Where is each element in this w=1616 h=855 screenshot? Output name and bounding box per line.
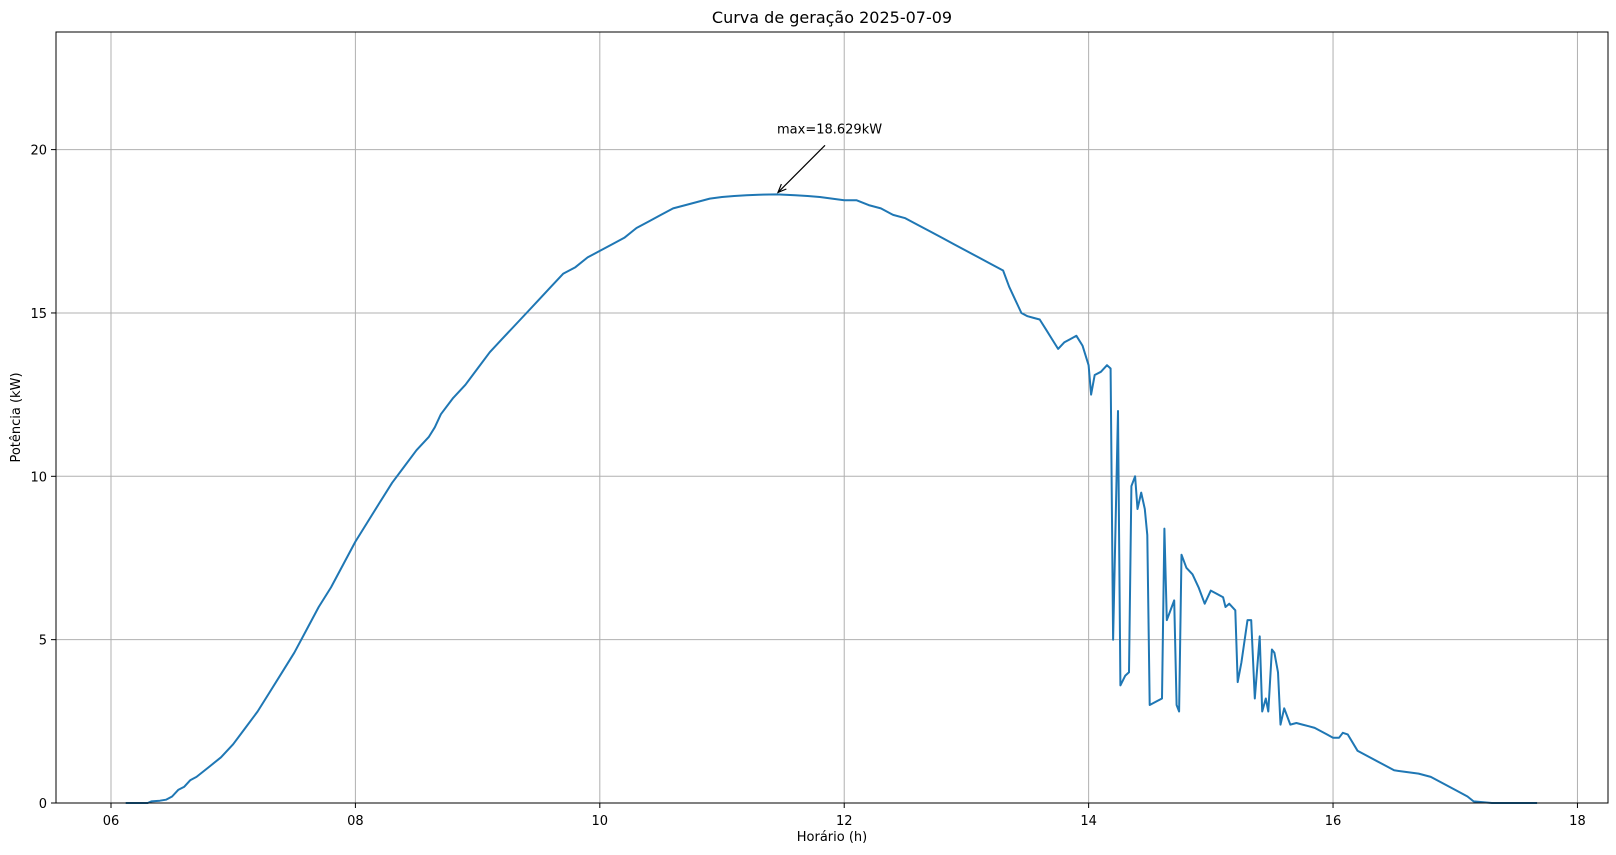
chart-title: Curva de geração 2025-07-09 — [712, 8, 952, 27]
y-axis-ticks: 0 5 10 15 20 — [30, 144, 56, 812]
max-annotation-arrowhead — [776, 183, 787, 194]
y-tick-label-4: 20 — [30, 144, 47, 159]
series-line-0 — [125, 193, 1538, 804]
max-annotation-arrow — [777, 144, 826, 193]
y-tick-label-1: 5 — [39, 634, 47, 649]
annotation-layer: max=18.629kW — [776, 122, 882, 194]
series-layer — [125, 193, 1538, 804]
x-tick-label-3: 12 — [836, 814, 853, 829]
x-tick-label-0: 06 — [103, 814, 120, 829]
x-tick-label-1: 08 — [347, 814, 364, 829]
x-tick-label-2: 10 — [592, 814, 609, 829]
max-annotation-text: max=18.629kW — [777, 122, 882, 137]
y-tick-label-0: 0 — [39, 797, 47, 812]
x-axis-ticks: 06 08 10 12 14 16 18 — [103, 803, 1586, 829]
plot-frame — [55, 31, 1609, 804]
y-tick-label-2: 10 — [30, 470, 47, 485]
x-tick-label-5: 16 — [1325, 814, 1342, 829]
x-tick-label-6: 18 — [1569, 814, 1586, 829]
x-axis-label: Horário (h) — [797, 830, 867, 845]
x-tick-label-4: 14 — [1080, 814, 1097, 829]
y-axis-label: Potência (kW) — [9, 372, 24, 462]
y-tick-label-3: 15 — [30, 307, 47, 322]
